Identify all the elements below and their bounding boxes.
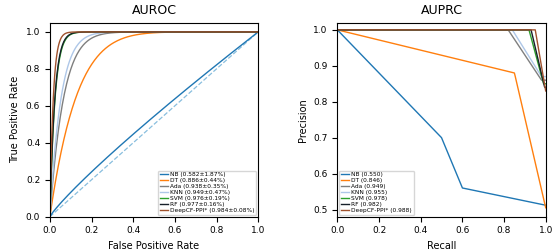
Title: AUROC: AUROC (131, 4, 177, 17)
X-axis label: Recall: Recall (427, 241, 456, 251)
Y-axis label: Precision: Precision (297, 98, 307, 142)
Legend: NB (0.582±1.87%), DT (0.886±0.44%), Ada (0.938±0.35%), KNN (0.949±0.47%), SVM (0: NB (0.582±1.87%), DT (0.886±0.44%), Ada … (158, 171, 257, 215)
X-axis label: False Positive Rate: False Positive Rate (109, 241, 199, 251)
Legend: NB (0.550), DT (0.846), Ada (0.949), KNN (0.955), SVM (0.978), RF (0.982), DeepC: NB (0.550), DT (0.846), Ada (0.949), KNN… (339, 171, 414, 215)
Y-axis label: True Positive Rate: True Positive Rate (10, 76, 20, 163)
Title: AUPRC: AUPRC (420, 4, 463, 17)
